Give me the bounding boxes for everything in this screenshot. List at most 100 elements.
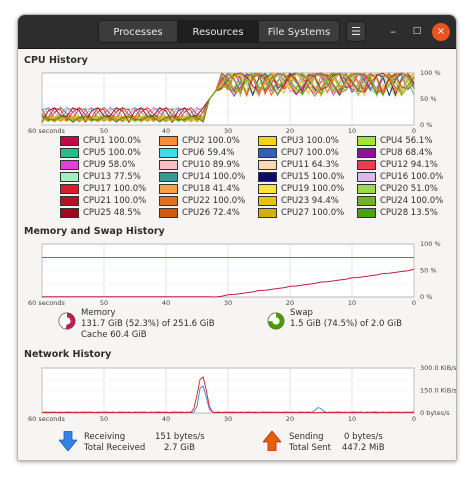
- cpu-color-swatch[interactable]: [258, 136, 277, 146]
- swap-usage-text: 1.5 GiB (74.5%) of 2.0 GiB: [290, 319, 402, 329]
- cpu-color-swatch[interactable]: [60, 172, 79, 182]
- cpu-color-swatch[interactable]: [60, 196, 79, 206]
- main-menu-button[interactable]: ☰: [346, 21, 366, 42]
- maximize-button[interactable]: □: [408, 23, 426, 41]
- cpu-legend-item[interactable]: CPU1 100.0%: [60, 135, 141, 147]
- cpu-legend-label: CPU24 100.0%: [380, 196, 444, 206]
- cpu-legend-item[interactable]: CPU13 77.5%: [60, 171, 141, 183]
- cpu-legend-item[interactable]: CPU25 48.5%: [60, 207, 141, 219]
- cpu-color-swatch[interactable]: [60, 184, 79, 194]
- memory-y-tick-label: 0 %: [420, 293, 432, 301]
- pie-center: [272, 317, 280, 325]
- cpu-series-line: [41, 72, 415, 123]
- cpu-color-swatch[interactable]: [60, 160, 79, 170]
- cpu-legend-item[interactable]: CPU14 100.0%: [159, 171, 245, 183]
- pie-center: [63, 317, 71, 325]
- cpu-legend-item[interactable]: CPU27 100.0%: [258, 207, 344, 219]
- cpu-series-line: [41, 72, 415, 122]
- cpu-legend-item[interactable]: CPU6 59.4%: [159, 147, 234, 159]
- memory-x-tick-label: 20: [286, 299, 294, 307]
- cpu-legend-item[interactable]: CPU20 51.0%: [357, 183, 438, 195]
- cpu-color-swatch[interactable]: [60, 148, 79, 158]
- cpu-legend-item[interactable]: CPU23 94.4%: [258, 195, 339, 207]
- memory-label: Memory: [81, 308, 116, 318]
- cpu-color-swatch[interactable]: [357, 184, 376, 194]
- network-x-tick-label: 10: [348, 415, 356, 423]
- cpu-color-swatch[interactable]: [357, 136, 376, 146]
- cpu-legend-item[interactable]: CPU11 64.3%: [258, 159, 339, 171]
- cpu-legend-label: CPU3 100.0%: [281, 136, 339, 146]
- cpu-color-swatch[interactable]: [258, 196, 277, 206]
- cpu-legend-item[interactable]: CPU8 68.4%: [357, 147, 432, 159]
- cpu-color-swatch[interactable]: [357, 172, 376, 182]
- tab-resources[interactable]: Resources: [178, 20, 258, 43]
- cpu-legend-item[interactable]: CPU16 100.0%: [357, 171, 443, 183]
- cpu-color-swatch[interactable]: [159, 148, 178, 158]
- sending-value: 0 bytes/s: [344, 432, 383, 442]
- pie-slice: [267, 312, 285, 330]
- cpu-legend-label: CPU25 48.5%: [83, 208, 141, 218]
- sending-arrow-icon: [263, 431, 281, 451]
- cpu-legend-label: CPU22 100.0%: [182, 196, 246, 206]
- tab-processes[interactable]: Processes: [98, 20, 178, 43]
- close-button[interactable]: ×: [432, 23, 450, 41]
- cpu-legend-item[interactable]: CPU22 100.0%: [159, 195, 245, 207]
- swap-label: Swap: [290, 308, 313, 318]
- cpu-color-swatch[interactable]: [159, 160, 178, 170]
- cpu-color-swatch[interactable]: [159, 184, 178, 194]
- cpu-legend-item[interactable]: CPU10 89.9%: [159, 159, 240, 171]
- cpu-legend-item[interactable]: CPU15 100.0%: [258, 171, 344, 183]
- total-received-value: 2.7 GiB: [164, 443, 195, 453]
- cpu-color-swatch[interactable]: [159, 172, 178, 182]
- cpu-legend-label: CPU1 100.0%: [83, 136, 141, 146]
- cpu-color-swatch[interactable]: [159, 196, 178, 206]
- memory-x-tick-label: 40: [162, 299, 170, 307]
- network-x-tick-label: 20: [286, 415, 294, 423]
- network-x-tick-label: 30: [224, 415, 232, 423]
- network-x-tick-label: 60 seconds: [28, 415, 66, 423]
- cpu-x-tick-label: 30: [224, 127, 232, 135]
- cpu-color-swatch[interactable]: [258, 184, 277, 194]
- cpu-legend-item[interactable]: CPU12 94.1%: [357, 159, 438, 171]
- network-y-tick-label: 0 bytes/s: [420, 409, 450, 417]
- cpu-legend-item[interactable]: CPU18 41.4%: [159, 183, 240, 195]
- cpu-legend-item[interactable]: CPU2 100.0%: [159, 135, 240, 147]
- cpu-legend-label: CPU14 100.0%: [182, 172, 246, 182]
- cpu-color-swatch[interactable]: [357, 160, 376, 170]
- memory-pie-icon: [58, 312, 76, 330]
- network-x-tick-label: 50: [100, 415, 108, 423]
- cpu-color-swatch[interactable]: [159, 136, 178, 146]
- view-switcher: Processes Resources File Systems: [98, 20, 340, 43]
- cpu-color-swatch[interactable]: [60, 208, 79, 218]
- cpu-color-swatch[interactable]: [258, 172, 277, 182]
- cpu-legend-label: CPU26 72.4%: [182, 208, 240, 218]
- cpu-legend-item[interactable]: CPU19 100.0%: [258, 183, 344, 195]
- cpu-legend-item[interactable]: CPU24 100.0%: [357, 195, 443, 207]
- cpu-x-tick-label: 20: [286, 127, 294, 135]
- cpu-legend-item[interactable]: CPU21 100.0%: [60, 195, 146, 207]
- cpu-color-swatch[interactable]: [357, 196, 376, 206]
- network-history-graph: 60 seconds 50 40 30 20 10 0 300.0 KiB/s 150.0 Ki…: [28, 364, 456, 423]
- cpu-legend-item[interactable]: CPU4 56.1%: [357, 135, 432, 147]
- network-x-tick-label: 40: [162, 415, 170, 423]
- cpu-legend-item[interactable]: CPU7 100.0%: [258, 147, 339, 159]
- tab-file-systems[interactable]: File Systems: [258, 20, 340, 43]
- close-icon: ×: [436, 26, 446, 37]
- cpu-color-swatch[interactable]: [258, 160, 277, 170]
- cpu-color-swatch[interactable]: [159, 208, 178, 218]
- cpu-color-swatch[interactable]: [357, 208, 376, 218]
- cpu-legend-item[interactable]: CPU26 72.4%: [159, 207, 240, 219]
- hamburger-menu-icon: ☰: [351, 25, 361, 38]
- cpu-legend-item[interactable]: CPU9 58.0%: [60, 159, 135, 171]
- cpu-color-swatch[interactable]: [258, 148, 277, 158]
- cpu-color-swatch[interactable]: [258, 208, 277, 218]
- cpu-x-tick-label: 0: [412, 127, 416, 135]
- cpu-legend-item[interactable]: CPU3 100.0%: [258, 135, 339, 147]
- cpu-y-tick-label: 50 %: [420, 95, 437, 103]
- cpu-legend-item[interactable]: CPU17 100.0%: [60, 183, 146, 195]
- cpu-legend-item[interactable]: CPU5 100.0%: [60, 147, 141, 159]
- cpu-color-swatch[interactable]: [60, 136, 79, 146]
- minimize-button[interactable]: –: [384, 23, 402, 41]
- cpu-color-swatch[interactable]: [357, 148, 376, 158]
- cpu-legend-item[interactable]: CPU28 13.5%: [357, 207, 438, 219]
